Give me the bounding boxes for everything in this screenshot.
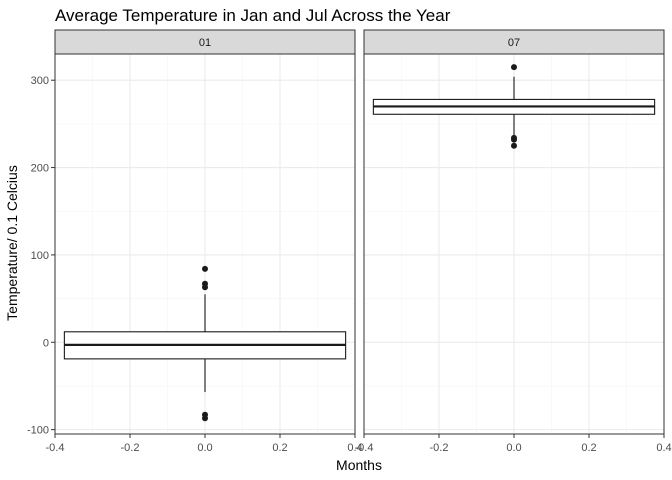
facet-01-outlier-point bbox=[202, 415, 208, 422]
facet-07-x-tick-label: 0.4 bbox=[656, 442, 671, 454]
facet-01-outlier-point bbox=[202, 284, 208, 291]
facet-01-x-tick-label: 0.0 bbox=[197, 442, 212, 454]
facet-01-x-tick-label: 0.2 bbox=[272, 442, 287, 454]
facet-07-outlier-point bbox=[511, 136, 517, 143]
facet-01-strip bbox=[54, 29, 356, 55]
facet-01-x-tick-label: -0.4 bbox=[46, 442, 65, 454]
facet-01-x-tick-label: -0.2 bbox=[121, 442, 140, 454]
facet-07-x-tick-label: -0.4 bbox=[355, 442, 374, 454]
y-tick-label: 200 bbox=[31, 163, 49, 175]
plot-area: 01 -0.4 -0.2 0.0 0.2 0.4 07 -0.4 -0.2 0.0 0.2 0.4 -1… bbox=[27, 29, 672, 454]
facet-07-x-tick-label: 0.0 bbox=[506, 442, 521, 454]
facet-07-x-tick-label: -0.2 bbox=[430, 442, 449, 454]
facet-01-outlier-point bbox=[202, 265, 208, 272]
facet-07-strip-label: 07 bbox=[508, 37, 520, 49]
facet-01-strip-label: 01 bbox=[199, 37, 211, 49]
y-tick-label: 100 bbox=[31, 250, 49, 262]
facet-07-outlier-point bbox=[511, 64, 517, 71]
chart-title: Average Temperature in Jan and Jul Acros… bbox=[55, 6, 451, 25]
y-axis-title: Temperature/ 0.1 Celcius bbox=[4, 165, 20, 321]
facet-07-outlier-point bbox=[511, 142, 517, 149]
y-tick-label: 0 bbox=[43, 337, 49, 349]
facet-07-strip bbox=[363, 29, 665, 55]
y-tick-label: -100 bbox=[27, 425, 49, 437]
facet-07-x-tick-label: 0.2 bbox=[581, 442, 596, 454]
y-tick-label: 300 bbox=[31, 75, 49, 87]
x-axis-title: Months bbox=[336, 457, 382, 473]
facet-01-x-tick-label: 0.4 bbox=[347, 442, 362, 454]
